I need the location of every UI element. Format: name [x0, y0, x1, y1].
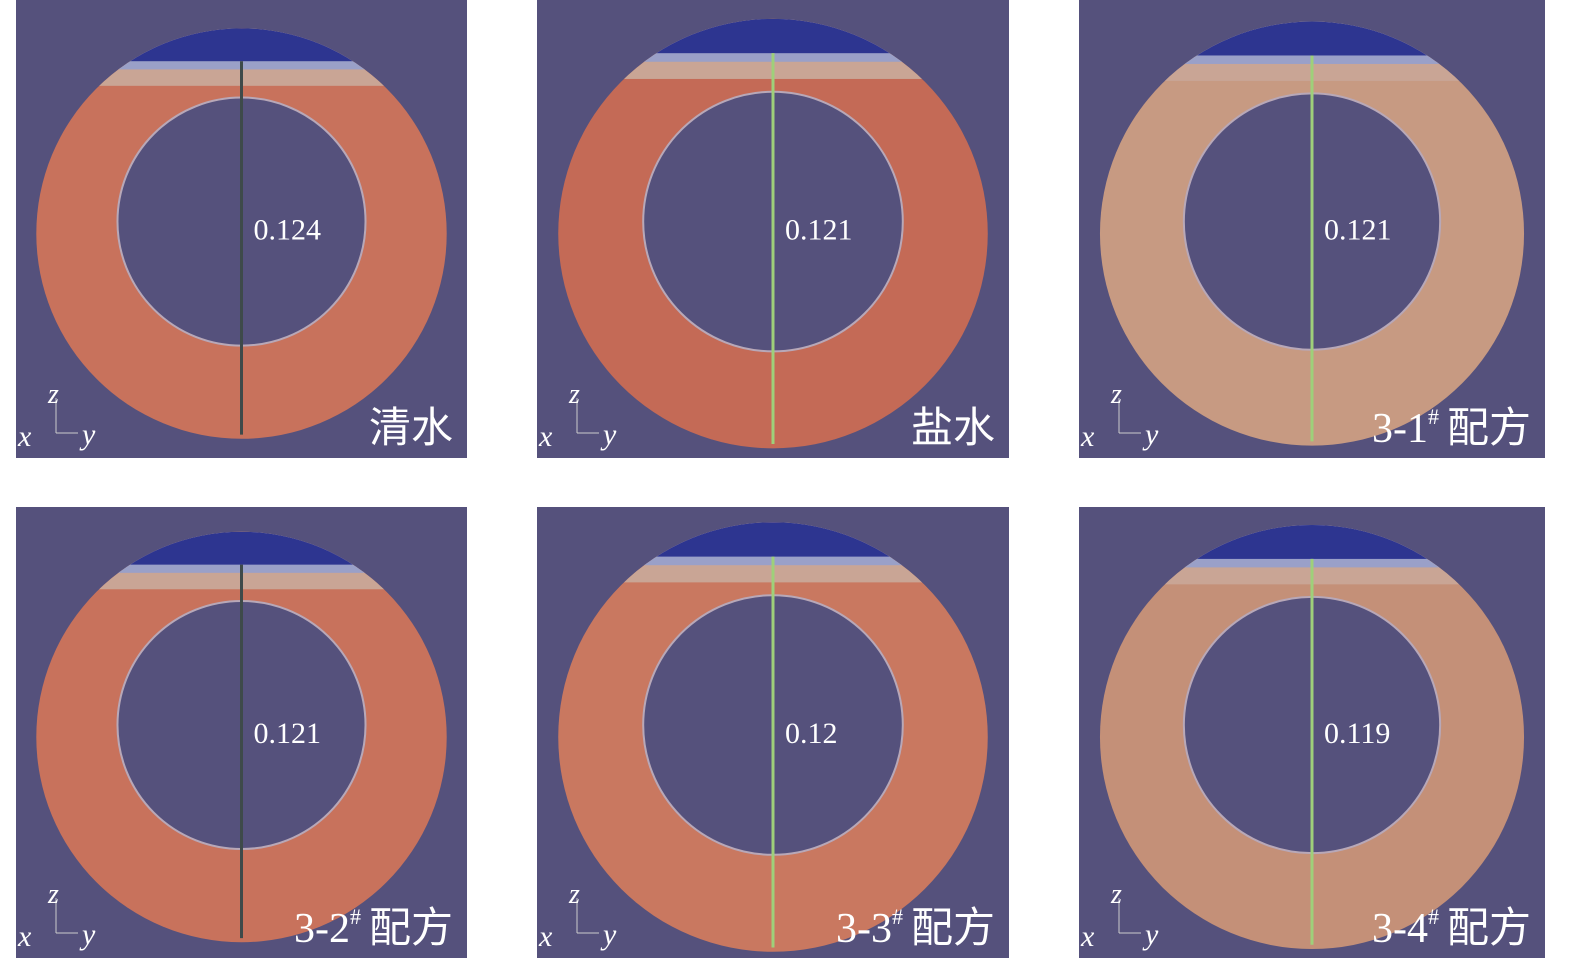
panel: 0.121 zx y 3-2# 配方: [16, 507, 467, 958]
axis-label-z: z: [1110, 879, 1122, 910]
measurement: 0.12: [785, 717, 838, 750]
caption: 3-1# 配方: [1372, 404, 1531, 452]
caption: 3-2# 配方: [294, 904, 453, 952]
panel: 0.121 zx y 3-1# 配方: [1079, 0, 1545, 458]
caption-text: 3-4: [1372, 906, 1428, 952]
caption-text: 盐水: [911, 406, 995, 452]
axis-label-y: y: [1142, 418, 1159, 451]
caption: 盐水: [911, 406, 995, 452]
measurement: 0.121: [1324, 214, 1392, 247]
axis-label-z: z: [568, 379, 580, 410]
axis-label-x: x: [1080, 420, 1095, 453]
caption-sup: #: [1428, 404, 1439, 429]
caption: 3-3# 配方: [836, 904, 995, 952]
axis-label-y: y: [600, 418, 617, 451]
caption-sup: #: [1428, 904, 1439, 929]
axis-label-x: x: [17, 420, 32, 453]
caption-sup: #: [892, 904, 903, 929]
caption-text: 清水: [369, 406, 453, 452]
axis-label-z: z: [568, 879, 580, 910]
axis-label-z: z: [47, 379, 59, 410]
caption-text: 3-1: [1372, 406, 1428, 452]
axis-label-z: z: [47, 879, 59, 910]
axis-label-z: z: [1110, 379, 1122, 410]
axis-label-y: y: [1142, 918, 1159, 951]
axis-label-y: y: [79, 918, 96, 951]
caption-suffix: 配方: [1447, 906, 1531, 952]
measurement: 0.121: [785, 214, 853, 247]
panel: 0.124 zx y 清水: [16, 0, 467, 458]
axis-label-y: y: [79, 418, 96, 451]
caption-text: 3-2: [294, 906, 350, 952]
axis-label-y: y: [600, 918, 617, 951]
measurement: 0.124: [254, 214, 322, 247]
caption: 清水: [369, 406, 453, 452]
panel: 0.12 zx y 3-3# 配方: [537, 507, 1009, 958]
caption-sup: #: [350, 904, 361, 929]
panel: 0.121 zx y 盐水: [537, 0, 1009, 458]
caption-text: 3-3: [836, 906, 892, 952]
axis-label-x: x: [538, 920, 553, 953]
measurement: 0.119: [1324, 717, 1390, 750]
axis-label-x: x: [538, 420, 553, 453]
panel: 0.119 zx y 3-4# 配方: [1079, 507, 1545, 958]
caption-suffix: 配方: [911, 906, 995, 952]
caption-suffix: 配方: [369, 906, 453, 952]
axis-label-x: x: [17, 920, 32, 953]
measurement: 0.121: [254, 717, 322, 750]
axis-label-x: x: [1080, 920, 1095, 953]
caption-suffix: 配方: [1447, 406, 1531, 452]
caption: 3-4# 配方: [1372, 904, 1531, 952]
